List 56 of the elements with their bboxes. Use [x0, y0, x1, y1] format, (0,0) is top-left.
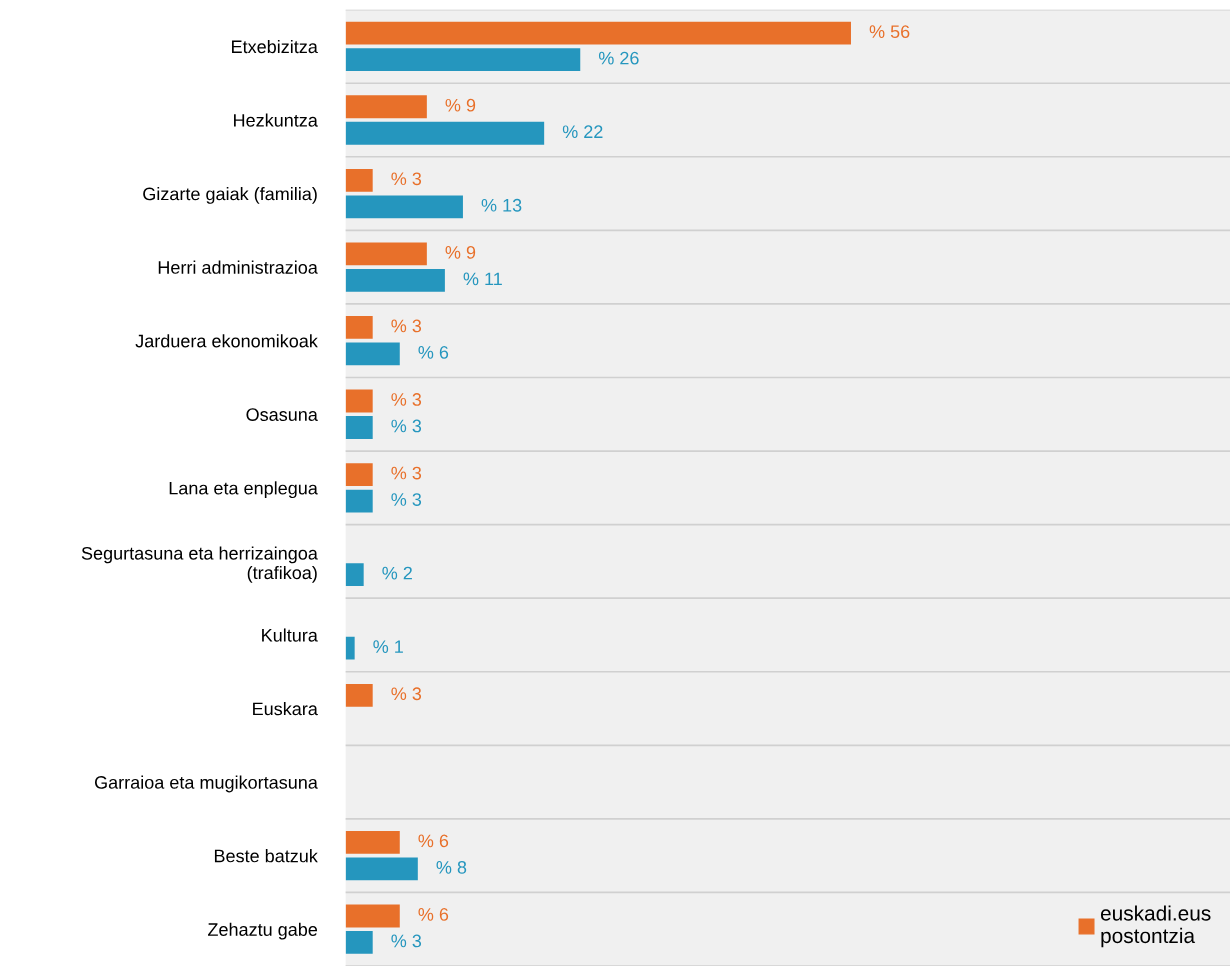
bar: [345, 95, 427, 119]
data-label: % 1: [373, 640, 403, 653]
data-label: % 6: [418, 834, 449, 848]
y-tick-label: Herri administrazioa: [158, 260, 318, 274]
data-label: % 3: [391, 393, 422, 406]
data-label: % 11: [463, 272, 502, 286]
data-label: % 8: [436, 860, 467, 874]
bar: [345, 931, 373, 954]
data-label: % 3: [391, 687, 422, 701]
data-label: % 56: [869, 25, 910, 39]
bar: [345, 389, 373, 413]
bar: [345, 857, 418, 881]
bar: [345, 489, 373, 513]
data-label: % 6: [418, 346, 449, 359]
y-tick-label: Jarduera ekonomikoak: [135, 334, 318, 348]
bar: [345, 563, 364, 587]
bar: [345, 636, 355, 660]
bar: [345, 195, 463, 219]
bar: [345, 121, 545, 145]
y-tick-label: Garraioa eta mugikortasuna: [94, 775, 318, 793]
y-tick-label: Lana eta enplegua: [169, 481, 318, 499]
bar: [345, 416, 373, 439]
data-label: % 3: [391, 934, 422, 948]
data-label: % 3: [391, 319, 422, 333]
bar: [345, 21, 851, 45]
bar: [345, 342, 400, 366]
data-label: % 6: [418, 908, 449, 921]
data-label: % 22: [562, 125, 603, 139]
data-label: % 2: [382, 566, 412, 580]
y-tick-label: Gizarte gaiak (familia): [143, 187, 317, 204]
legend-label: euskadi.eus postontzia: [1100, 905, 1211, 948]
bar: [345, 48, 581, 72]
bar: [345, 904, 400, 928]
y-tick-label: Euskara: [253, 701, 318, 716]
data-label: % 13: [481, 198, 522, 212]
bar: [345, 316, 373, 339]
y-tick-label: Osasuna: [246, 408, 318, 421]
data-label: % 3: [391, 466, 422, 480]
data-label: % 3: [391, 172, 422, 186]
y-tick-label: Etxebizitza: [232, 39, 318, 54]
bar: [345, 242, 427, 266]
bar: [345, 831, 400, 854]
data-label: % 3: [391, 493, 422, 506]
y-tick-label: Zehaztu gabe: [208, 922, 318, 940]
bar: [345, 168, 373, 192]
y-tick-label: Kultura: [262, 628, 318, 642]
bar: [345, 268, 445, 292]
y-tick-label: Beste batzuk: [214, 849, 318, 863]
bar: [345, 463, 373, 486]
data-label: % 9: [445, 245, 476, 259]
data-label: % 26: [598, 51, 639, 65]
bar: [345, 683, 373, 707]
data-label: % 3: [391, 419, 422, 433]
y-tick-label: Segurtasuna eta herrizaingoa (trafikoa): [81, 546, 318, 583]
y-tick-label: Hezkuntza: [234, 113, 318, 127]
data-label: % 9: [445, 98, 476, 112]
